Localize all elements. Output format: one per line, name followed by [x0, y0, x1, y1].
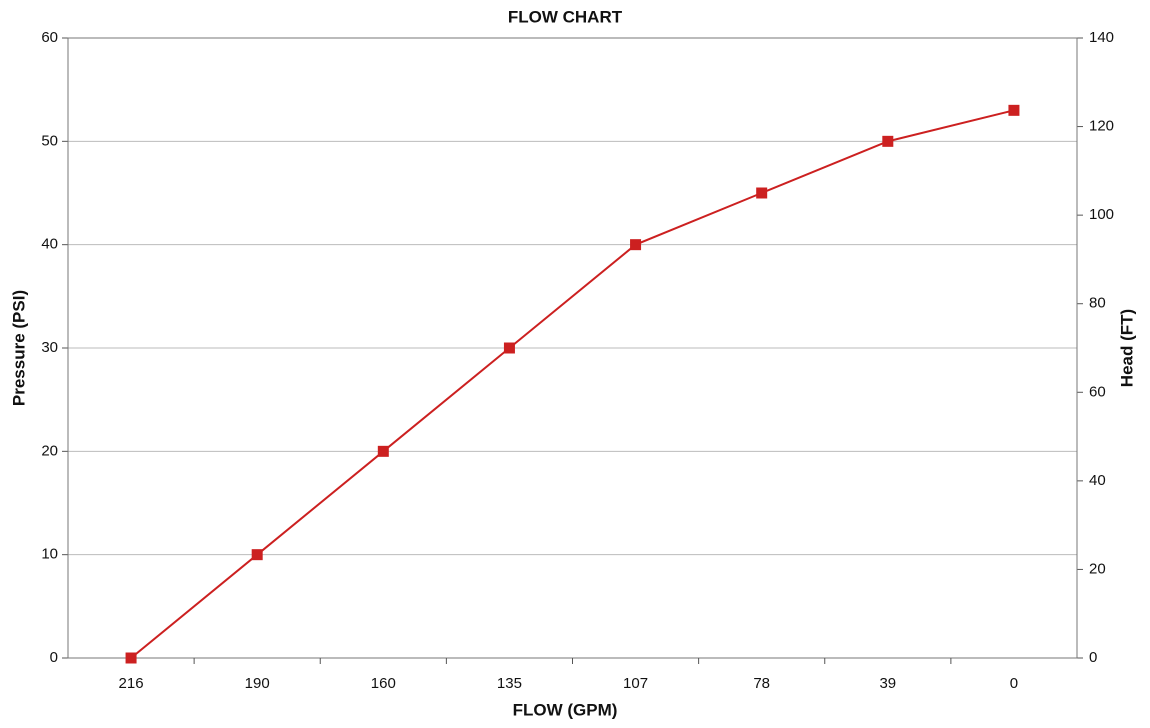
y2-tick-label: 120 — [1089, 118, 1114, 135]
chart-title: FLOW CHART — [508, 7, 623, 26]
y2-tick-label: 100 — [1089, 206, 1114, 223]
y-tick-label: 40 — [41, 236, 58, 253]
y2-axis-title: Head (FT) — [1117, 309, 1136, 387]
y-tick-label: 0 — [50, 649, 58, 666]
x-tick-label: 216 — [119, 675, 144, 692]
data-marker — [1008, 104, 1020, 116]
x-tick-label: 107 — [623, 675, 648, 692]
data-line — [130, 109, 1015, 659]
x-tick-label: 78 — [753, 675, 770, 692]
data-marker — [882, 135, 894, 147]
y2-tick-label: 20 — [1089, 560, 1106, 577]
y2-tick-label: 40 — [1089, 472, 1106, 489]
y-tick-label: 60 — [41, 29, 58, 46]
y2-tick-label: 140 — [1089, 29, 1114, 46]
x-tick-label: 0 — [1010, 675, 1018, 692]
x-tick-label: 160 — [371, 675, 396, 692]
x-tick-label: 39 — [879, 675, 896, 692]
x-axis-title: FLOW (GPM) — [513, 700, 618, 719]
y2-tick-label: 0 — [1089, 649, 1097, 666]
data-marker — [756, 187, 768, 199]
data-marker — [125, 652, 137, 664]
y-tick-label: 50 — [41, 132, 58, 149]
x-tick-label: 135 — [497, 675, 522, 692]
y2-tick-label: 60 — [1089, 383, 1106, 400]
x-tick-label: 190 — [245, 675, 270, 692]
y-tick-label: 10 — [41, 546, 58, 563]
y-axis-title: Pressure (PSI) — [9, 290, 28, 406]
y-tick-label: 20 — [41, 442, 58, 459]
data-marker — [503, 342, 515, 354]
data-marker — [377, 445, 389, 457]
data-marker — [251, 549, 263, 561]
data-marker — [630, 239, 642, 251]
y2-tick-label: 80 — [1089, 295, 1106, 312]
y-tick-label: 30 — [41, 339, 58, 356]
